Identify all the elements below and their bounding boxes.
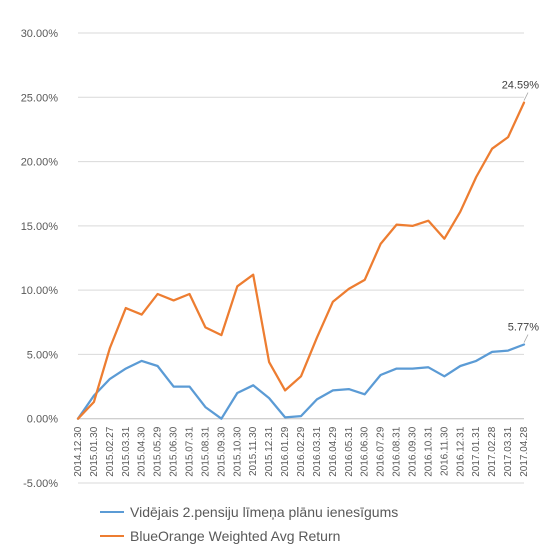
x-tick-label-1: 2015.01.30 — [89, 426, 100, 476]
x-tick-label-3: 2015.03.31 — [121, 426, 132, 476]
x-tick-label-4: 2015.04.30 — [137, 426, 148, 476]
x-tick-label-13: 2016.01.29 — [280, 426, 291, 476]
x-tick-label-20: 2016.08.31 — [392, 426, 403, 476]
y-tick-label-2: 5.00% — [27, 349, 58, 361]
x-tick-label-21: 2016.09.30 — [408, 426, 419, 476]
data-labels: 5.77% 24.59% — [502, 80, 540, 343]
legend-label-series-2: BlueOrange Weighted Avg Return — [130, 528, 341, 544]
x-tick-label-2: 2015.02.27 — [105, 426, 116, 476]
x-tick-label-22: 2016.10.31 — [423, 426, 434, 476]
leader-line-series-1 — [523, 334, 529, 343]
x-tick-label-16: 2016.04.29 — [328, 426, 339, 476]
x-tick-label-24: 2016.12.31 — [455, 426, 466, 476]
x-tick-label-7: 2015.07.31 — [185, 426, 196, 476]
leader-line-series-2 — [523, 92, 529, 101]
series-line-1 — [76, 343, 526, 420]
legend-item-series-2[interactable]: BlueOrange Weighted Avg Return — [100, 524, 398, 548]
x-tick-label-14: 2016.02.29 — [296, 426, 307, 476]
y-tick-label-7: 30.00% — [21, 28, 59, 40]
x-tick-label-27: 2017.03.31 — [503, 426, 514, 476]
x-tick-label-25: 2017.01.31 — [471, 426, 482, 476]
y-tick-label-6: 25.00% — [21, 92, 59, 104]
end-label-series-1: 5.77% — [508, 322, 539, 334]
y-tick-label-1: 0.00% — [27, 414, 58, 426]
x-tick-label-5: 2015.05.29 — [153, 426, 164, 476]
x-tick-label-9: 2015.09.30 — [216, 426, 227, 476]
x-tick-label-19: 2016.07.29 — [376, 426, 387, 476]
series-line-2 — [76, 101, 526, 420]
x-axis-tick-labels: 2014.12.30 2015.01.30 2015.02.27 2015.03.31… — [73, 426, 530, 476]
x-tick-label-17: 2016.05.31 — [344, 426, 355, 476]
legend: Vidējais 2.pensiju līmeņa plānu ienesīgu… — [100, 500, 398, 548]
legend-label-series-1: Vidējais 2.pensiju līmeņa plānu ienesīgu… — [130, 504, 399, 520]
legend-item-series-1[interactable]: Vidējais 2.pensiju līmeņa plānu ienesīgu… — [100, 500, 398, 524]
legend-swatch-series-2 — [100, 535, 124, 537]
y-tick-label-4: 15.00% — [21, 221, 59, 233]
end-label-series-2: 24.59% — [502, 80, 540, 92]
x-tick-label-8: 2015.08.31 — [200, 426, 211, 476]
gridlines — [78, 32, 524, 484]
x-tick-label-15: 2016.03.31 — [312, 426, 323, 476]
x-tick-label-0: 2014.12.30 — [73, 426, 84, 476]
x-tick-label-28: 2017.04.28 — [519, 426, 530, 476]
x-tick-label-12: 2015.12.31 — [264, 426, 275, 476]
y-axis-tick-labels: -5.00% 0.00% 5.00% 10.00% 15.00% 20.00% 25.00%… — [21, 28, 59, 490]
x-tick-label-6: 2015.06.30 — [169, 426, 180, 476]
legend-swatch-series-1 — [100, 511, 124, 513]
x-tick-label-23: 2016.11.30 — [439, 426, 450, 476]
y-tick-label-5: 20.00% — [21, 157, 59, 169]
x-tick-label-18: 2016.06.30 — [360, 426, 371, 476]
series-lines — [76, 101, 526, 420]
x-tick-label-11: 2015.11.30 — [248, 426, 259, 476]
x-tick-label-26: 2017.02.28 — [487, 426, 498, 476]
y-tick-label-0: -5.00% — [23, 478, 58, 490]
x-tick-label-10: 2015.10.30 — [232, 426, 243, 476]
y-tick-label-3: 10.00% — [21, 285, 59, 297]
